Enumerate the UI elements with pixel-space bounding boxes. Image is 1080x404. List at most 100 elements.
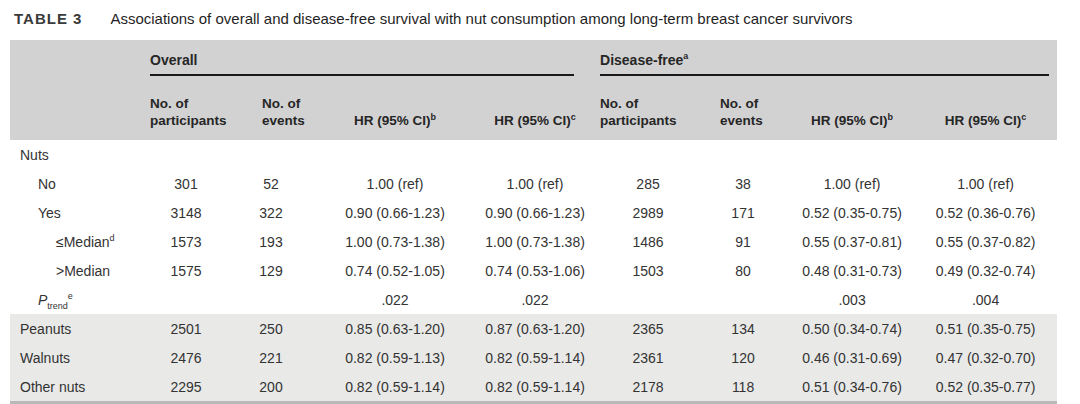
table-cell: 0.74 (0.52-1.05): [320, 256, 470, 285]
group-header-overall: Overall: [150, 40, 600, 76]
table-cell: 0.82 (0.59-1.13): [320, 343, 470, 372]
row-label: Yes: [10, 198, 150, 227]
column-header: No. of participants: [600, 76, 696, 140]
table-row: ≤Mediand15731931.00 (0.73-1.38)1.00 (0.7…: [10, 227, 1057, 256]
table-cell: 3148: [150, 198, 222, 227]
table-row: Peanuts25012500.85 (0.63-1.20)0.87 (0.63…: [10, 314, 1057, 343]
table-row: >Median15751290.74 (0.52-1.05)0.74 (0.53…: [10, 256, 1057, 285]
column-header: HR (95% CI)c: [470, 76, 600, 140]
table-number: TABLE 3: [14, 10, 82, 27]
table-cell: 2501: [150, 314, 222, 343]
paper-page: TABLE 3 Associations of overall and disea…: [0, 0, 1080, 404]
group-label: Disease-free: [600, 52, 683, 68]
table-cell: 2178: [600, 372, 696, 403]
table-cell: 221: [222, 343, 320, 372]
header-spacer: [10, 76, 150, 140]
table-cell: 0.82 (0.59-1.14): [470, 372, 600, 403]
table-cell: 0.90 (0.66-1.23): [470, 198, 600, 227]
column-header: HR (95% CI)b: [790, 76, 914, 140]
table-cell: 134: [696, 314, 790, 343]
table-cell: 0.48 (0.31-0.73): [790, 256, 914, 285]
table-cell: [600, 285, 696, 314]
group-label: Overall: [150, 52, 197, 68]
table-cell: 52: [222, 169, 320, 198]
table-cell: 1503: [600, 256, 696, 285]
table-cell: [222, 140, 320, 169]
table-cell: 0.82 (0.59-1.14): [320, 372, 470, 403]
caption-text: Associations of overall and disease-free…: [110, 10, 852, 27]
table-cell: [150, 285, 222, 314]
table-cell: 0.87 (0.63-1.20): [470, 314, 600, 343]
table-cell: 1486: [600, 227, 696, 256]
header-spacer: [10, 40, 150, 76]
table-cell: 2476: [150, 343, 222, 372]
table-cell: 1.00 (0.73-1.38): [320, 227, 470, 256]
row-label: Ptrende: [10, 285, 150, 314]
table-cell: .022: [320, 285, 470, 314]
table-cell: 322: [222, 198, 320, 227]
table-cell: 2365: [600, 314, 696, 343]
table-cell: 0.52 (0.35-0.75): [790, 198, 914, 227]
table-cell: [914, 140, 1057, 169]
table-cell: 0.55 (0.37-0.82): [914, 227, 1057, 256]
table-cell: [790, 140, 914, 169]
table-cell: 1573: [150, 227, 222, 256]
table-cell: 1575: [150, 256, 222, 285]
table-cell: 2989: [600, 198, 696, 227]
table-row: Yes31483220.90 (0.66-1.23)0.90 (0.66-1.2…: [10, 198, 1057, 227]
table-cell: 91: [696, 227, 790, 256]
table-cell: 0.74 (0.53-1.06): [470, 256, 600, 285]
results-table: Overall Disease-freea No. of participant…: [10, 40, 1057, 404]
table-cell: 0.52 (0.36-0.76): [914, 198, 1057, 227]
group-footnote-mark: a: [683, 51, 688, 61]
table-cell: 0.51 (0.34-0.76): [790, 372, 914, 403]
group-header-row: Overall Disease-freea: [10, 40, 1057, 76]
table-cell: 301: [150, 169, 222, 198]
table-cell: 0.50 (0.34-0.74): [790, 314, 914, 343]
table-cell: 2361: [600, 343, 696, 372]
group-header-disease-free: Disease-freea: [600, 40, 1057, 76]
table-cell: 193: [222, 227, 320, 256]
row-label: Other nuts: [10, 372, 150, 403]
table-cell: 0.46 (0.31-0.69): [790, 343, 914, 372]
table-cell: [696, 140, 790, 169]
column-header-row: No. of participantsNo. of eventsHR (95% …: [10, 76, 1057, 140]
row-label: ≤Mediand: [10, 227, 150, 256]
column-header: HR (95% CI)c: [914, 76, 1057, 140]
table-cell: [600, 140, 696, 169]
table-cell: [320, 140, 470, 169]
row-label: Walnuts: [10, 343, 150, 372]
table-row: Ptrende.022.022.003.004: [10, 285, 1057, 314]
column-header: HR (95% CI)b: [320, 76, 470, 140]
table-cell: 120: [696, 343, 790, 372]
table-row: No301521.00 (ref)1.00 (ref)285381.00 (re…: [10, 169, 1057, 198]
table-cell: [150, 140, 222, 169]
table-cell: .022: [470, 285, 600, 314]
table-cell: 0.55 (0.37-0.81): [790, 227, 914, 256]
table-cell: [470, 140, 600, 169]
table-row: Other nuts22952000.82 (0.59-1.14)0.82 (0…: [10, 372, 1057, 403]
table-cell: 0.82 (0.59-1.14): [470, 343, 600, 372]
table-cell: 1.00 (ref): [914, 169, 1057, 198]
table-cell: 2295: [150, 372, 222, 403]
table-cell: 250: [222, 314, 320, 343]
table-cell: 80: [696, 256, 790, 285]
table-cell: 0.85 (0.63-1.20): [320, 314, 470, 343]
table-cell: 200: [222, 372, 320, 403]
table-body: NutsNo301521.00 (ref)1.00 (ref)285381.00…: [10, 140, 1057, 403]
column-header: No. of events: [696, 76, 790, 140]
table-cell: 0.90 (0.66-1.23): [320, 198, 470, 227]
row-label: No: [10, 169, 150, 198]
table-cell: 171: [696, 198, 790, 227]
table-caption: TABLE 3 Associations of overall and disea…: [0, 0, 1080, 29]
column-header: No. of events: [222, 76, 320, 140]
table-cell: 0.52 (0.35-0.77): [914, 372, 1057, 403]
table-row: Nuts: [10, 140, 1057, 169]
table-cell: .003: [790, 285, 914, 314]
table-header: Overall Disease-freea No. of participant…: [10, 40, 1057, 140]
table-cell: 0.51 (0.35-0.75): [914, 314, 1057, 343]
column-header: No. of participants: [150, 76, 222, 140]
table-cell: [222, 285, 320, 314]
table-cell: 1.00 (ref): [470, 169, 600, 198]
row-label: Nuts: [10, 140, 150, 169]
